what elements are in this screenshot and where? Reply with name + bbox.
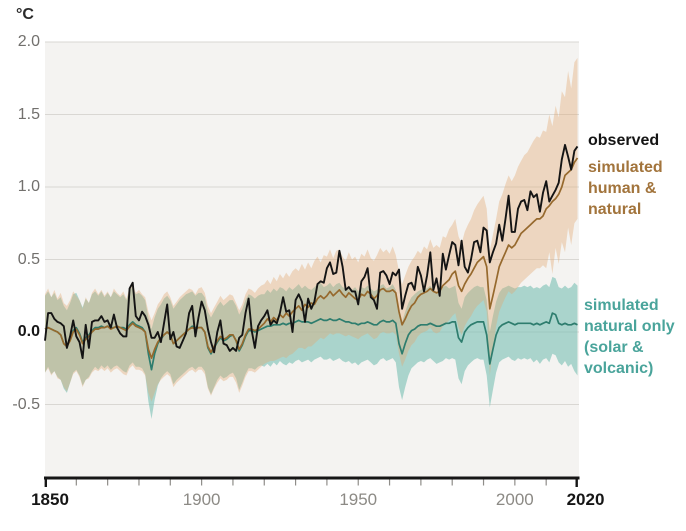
- legend-simulated-human-natural: simulated human & natural: [588, 157, 663, 220]
- natural-only-line: [44, 312, 578, 371]
- y-tick-label-0.0: 0.0: [17, 323, 40, 340]
- legend-observed-line1: observed: [588, 132, 660, 149]
- human-natural-line: [44, 157, 579, 359]
- legend-nat-line2: natural only: [584, 318, 675, 335]
- legend-nat-line3: (solar &: [584, 339, 644, 356]
- x-tick-label-1950: 1950: [339, 490, 378, 509]
- natural-only-uncertainty-band: [45, 276, 578, 419]
- legend-observed: observed: [588, 130, 659, 151]
- observed-line: [44, 143, 579, 360]
- legend-hn-line1: simulated: [588, 159, 663, 176]
- x-tick-label-1900: 1900: [182, 490, 221, 509]
- legend-nat-line1: simulated: [584, 297, 659, 314]
- x-tick-label-2000: 2000: [495, 490, 534, 509]
- y-tick-label-1.0: 1.0: [17, 178, 40, 195]
- legend-hn-line3: natural: [588, 201, 642, 218]
- legend-simulated-natural-only: simulated natural only (solar & volcanic…: [584, 295, 675, 379]
- y-axis-unit-label: °C: [16, 6, 34, 23]
- legend-hn-line2: human &: [588, 180, 657, 197]
- legend-nat-line4: volcanic): [584, 360, 654, 377]
- y-tick-label--0.5: -0.5: [12, 395, 40, 413]
- y-tick-label-2.0: 2.0: [17, 33, 40, 50]
- y-tick-label-0.5: 0.5: [17, 250, 40, 268]
- human-natural-uncertainty-band: [45, 57, 578, 402]
- x-tick-label-1850: 1850: [31, 490, 69, 509]
- x-tick-label-2020: 2020: [566, 490, 605, 509]
- y-tick-label-1.5: 1.5: [17, 105, 40, 123]
